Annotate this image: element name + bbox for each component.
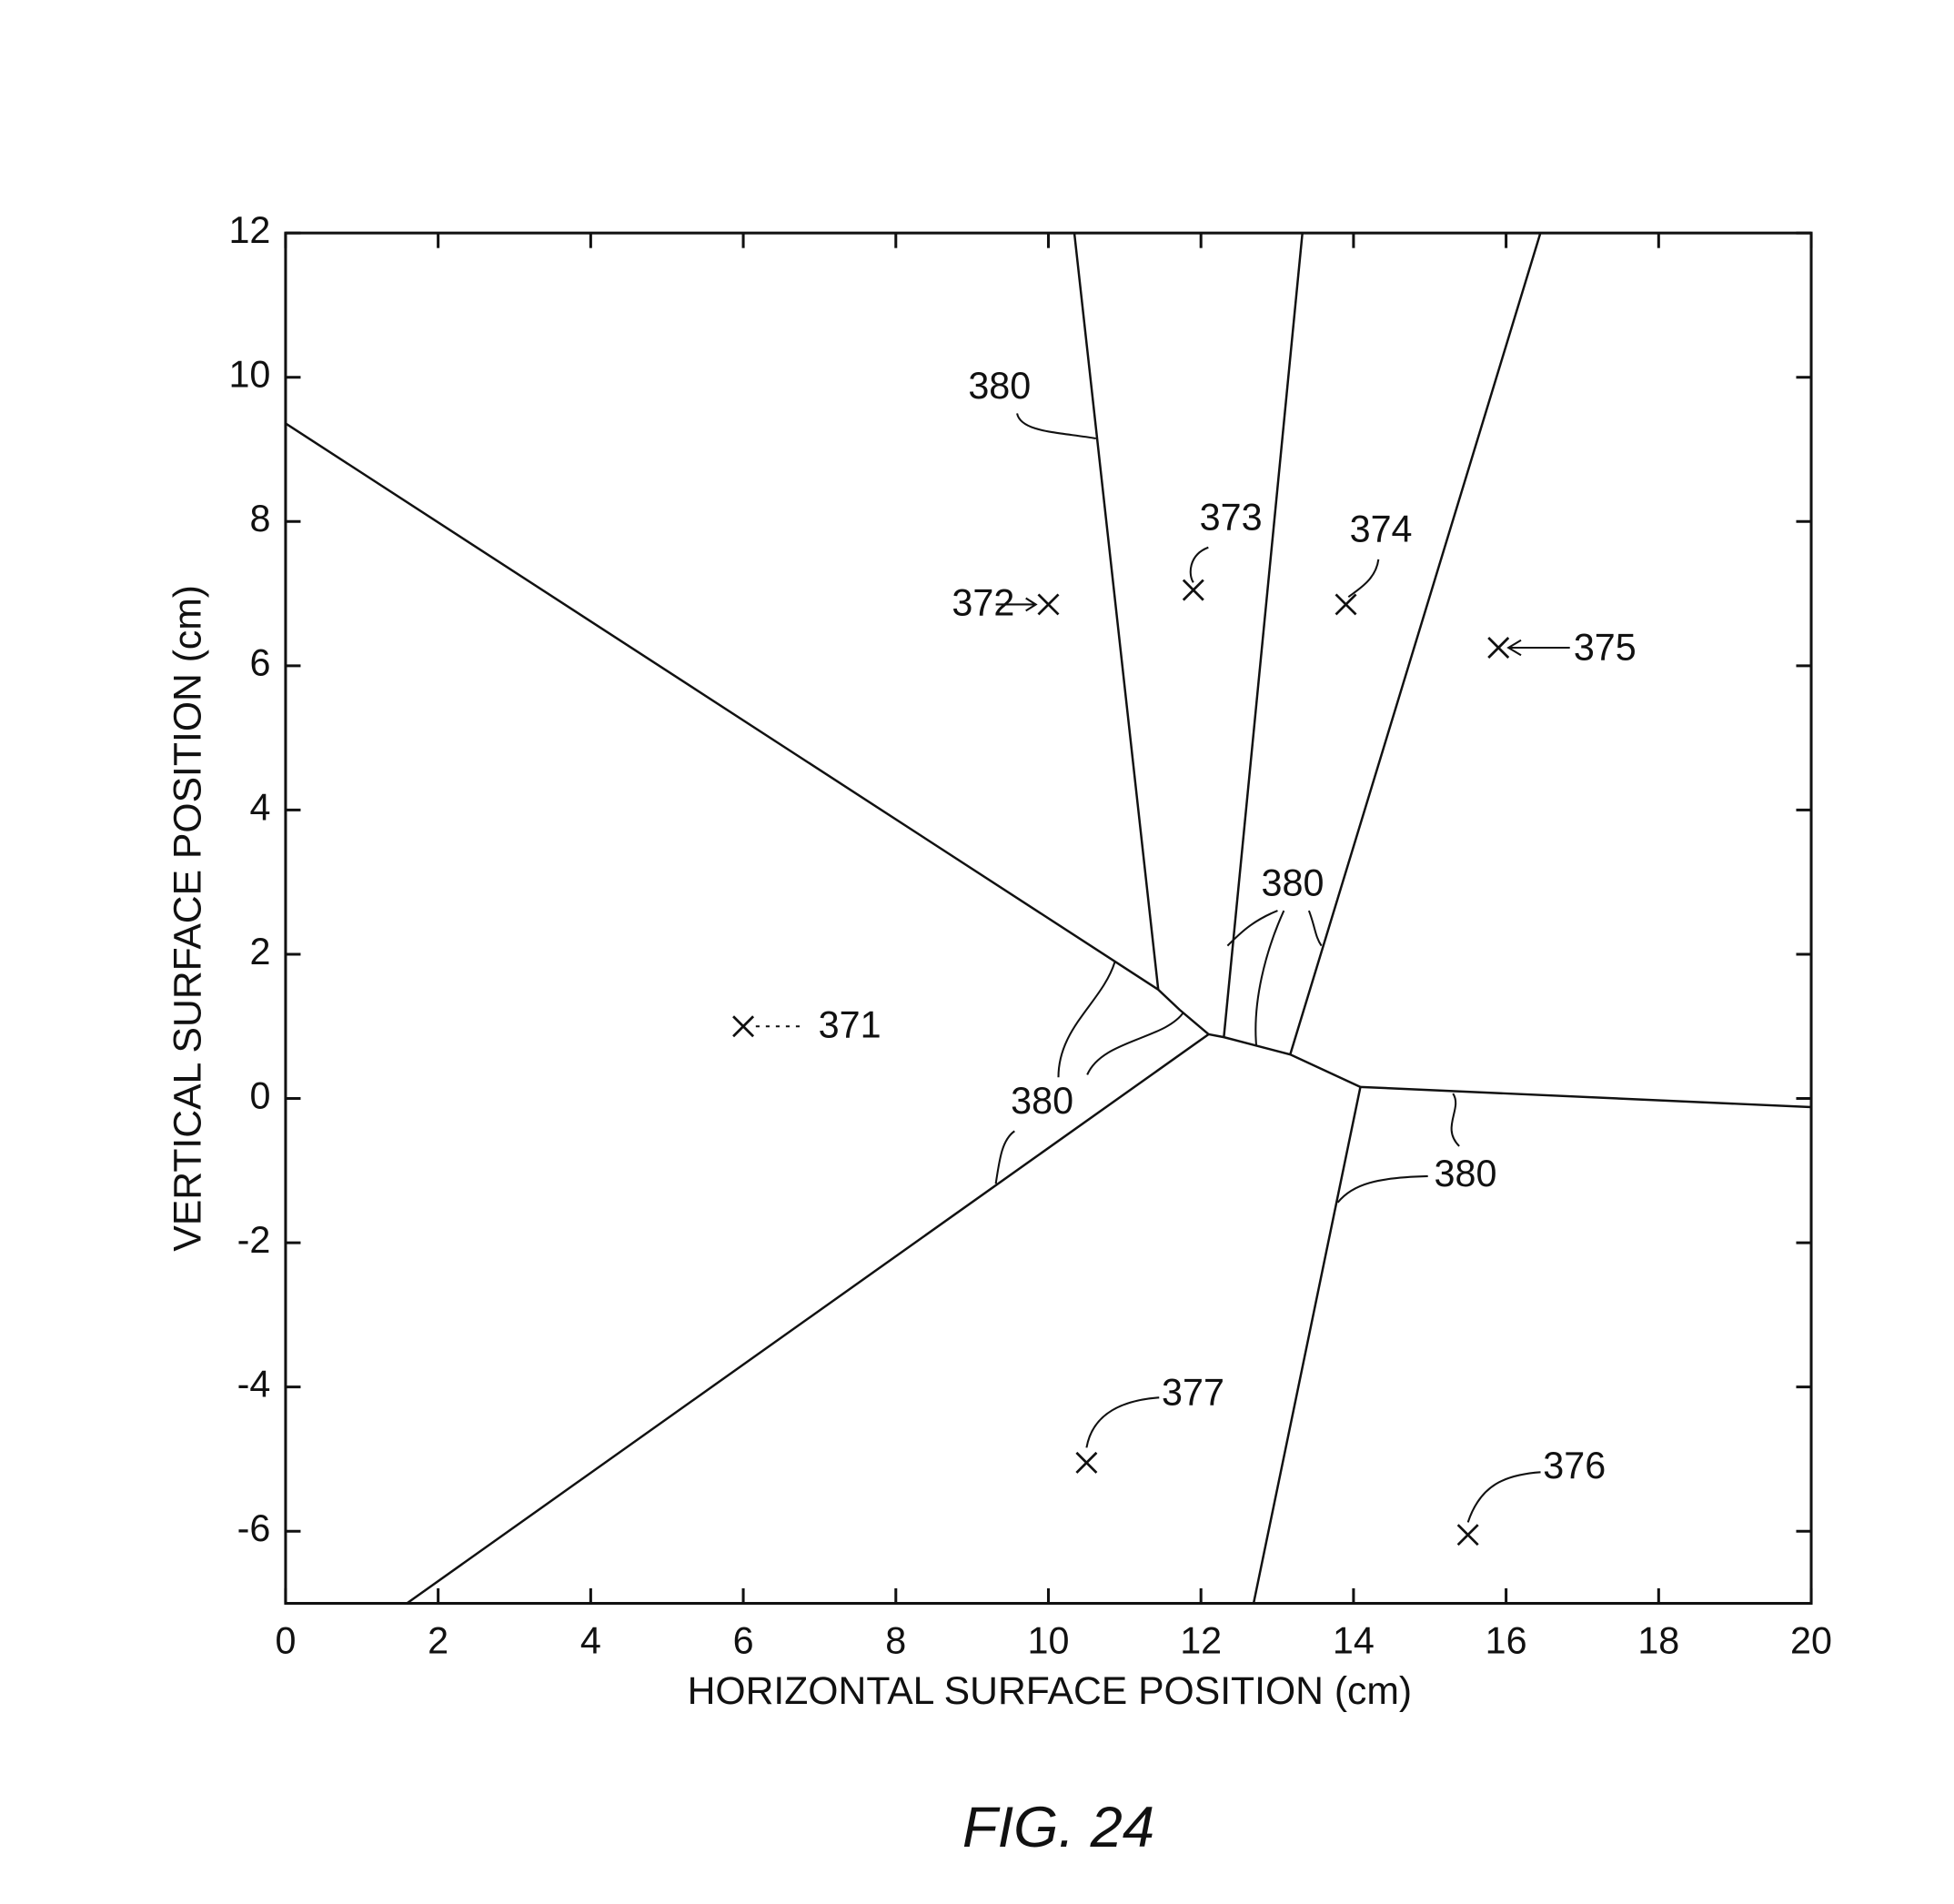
x-tick-label: 16 [1486, 1619, 1527, 1661]
y-tick-label: 0 [249, 1074, 270, 1116]
region-boundary [1360, 1085, 1812, 1109]
annotation-leader [1307, 910, 1323, 947]
x-tick-label: 2 [428, 1619, 448, 1661]
leader-line [995, 597, 1038, 612]
figure-title: FIG. 24 [962, 1796, 1154, 1859]
y-tick-label: -4 [237, 1364, 271, 1405]
y-tick-label: 2 [249, 931, 270, 972]
region-boundary [1289, 232, 1542, 1055]
x-tick-label: 20 [1790, 1619, 1832, 1661]
x-tick-label: 8 [885, 1619, 906, 1661]
x-tick-label: 0 [275, 1619, 296, 1661]
point-label: 375 [1574, 627, 1637, 669]
x-tick-label: 6 [733, 1619, 754, 1661]
region-boundary [406, 1033, 1210, 1605]
region-boundary [1208, 1033, 1361, 1088]
leader-line [1466, 1471, 1541, 1523]
point-label: 371 [819, 1004, 881, 1046]
leader-line [1347, 559, 1380, 599]
x-tick-label: 18 [1637, 1619, 1679, 1661]
x-tick-label: 10 [1028, 1619, 1070, 1661]
point-marker [1037, 593, 1060, 616]
region-boundary [285, 422, 1210, 1035]
x-tick-label: 4 [580, 1619, 601, 1661]
point-label: 374 [1350, 508, 1413, 549]
annotation: 380 [1011, 1080, 1073, 1122]
point-marker [1456, 1524, 1479, 1546]
point-label: 377 [1162, 1371, 1224, 1413]
point-label: 373 [1200, 496, 1263, 538]
y-tick-label: 8 [249, 498, 270, 539]
y-tick-label: 6 [249, 642, 270, 684]
region-boundary [1252, 1086, 1362, 1604]
annotation-leader [1226, 910, 1278, 947]
annotation-leader [1086, 1012, 1185, 1075]
leader-line [1085, 1396, 1160, 1448]
leader-line [1506, 639, 1570, 657]
annotation-leader [1450, 1093, 1460, 1147]
annotation: 380 [968, 365, 1031, 407]
region-boundary [1223, 233, 1304, 1038]
point-marker [732, 1015, 755, 1038]
point-marker [1487, 637, 1510, 660]
annotation-leader [1057, 962, 1116, 1078]
annotation-leader [1254, 910, 1285, 1046]
region-boundary [1073, 233, 1160, 990]
annotation-leader [1016, 413, 1096, 439]
y-tick-label: 12 [228, 209, 270, 251]
x-tick-label: 14 [1333, 1619, 1375, 1661]
annotation: 380 [1435, 1153, 1497, 1194]
point-marker [1075, 1451, 1098, 1474]
y-tick-label: -2 [237, 1219, 271, 1261]
x-axis-label: HORIZONTAL SURFACE POSITION (cm) [688, 1669, 1413, 1713]
y-tick-label: 4 [249, 786, 270, 828]
point-label: 376 [1543, 1445, 1606, 1486]
y-tick-label: 10 [228, 354, 270, 396]
leader-line [1189, 546, 1209, 583]
annotation: 380 [1262, 861, 1324, 903]
y-axis-label: VERTICAL SURFACE POSITION (cm) [166, 585, 210, 1252]
point-marker [1335, 593, 1357, 616]
point-label: 372 [952, 582, 1014, 624]
annotation-leader [994, 1130, 1015, 1184]
x-tick-label: 12 [1180, 1619, 1222, 1661]
point-marker [1182, 579, 1204, 601]
y-tick-label: -6 [237, 1507, 271, 1549]
annotation-leader [1336, 1174, 1428, 1204]
